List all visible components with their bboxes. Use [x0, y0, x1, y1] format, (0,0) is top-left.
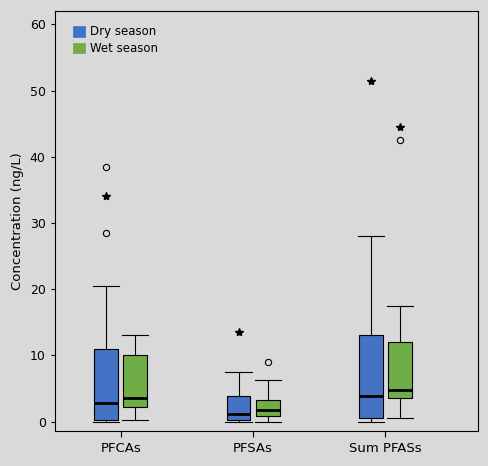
Bar	[123, 356, 147, 407]
Y-axis label: Concentration (ng/L): Concentration (ng/L)	[11, 152, 24, 290]
Legend: Dry season, Wet season: Dry season, Wet season	[73, 26, 158, 55]
Bar	[94, 349, 118, 419]
Bar	[226, 397, 250, 419]
Bar	[387, 342, 411, 398]
Bar	[255, 400, 279, 416]
Bar	[358, 336, 382, 418]
